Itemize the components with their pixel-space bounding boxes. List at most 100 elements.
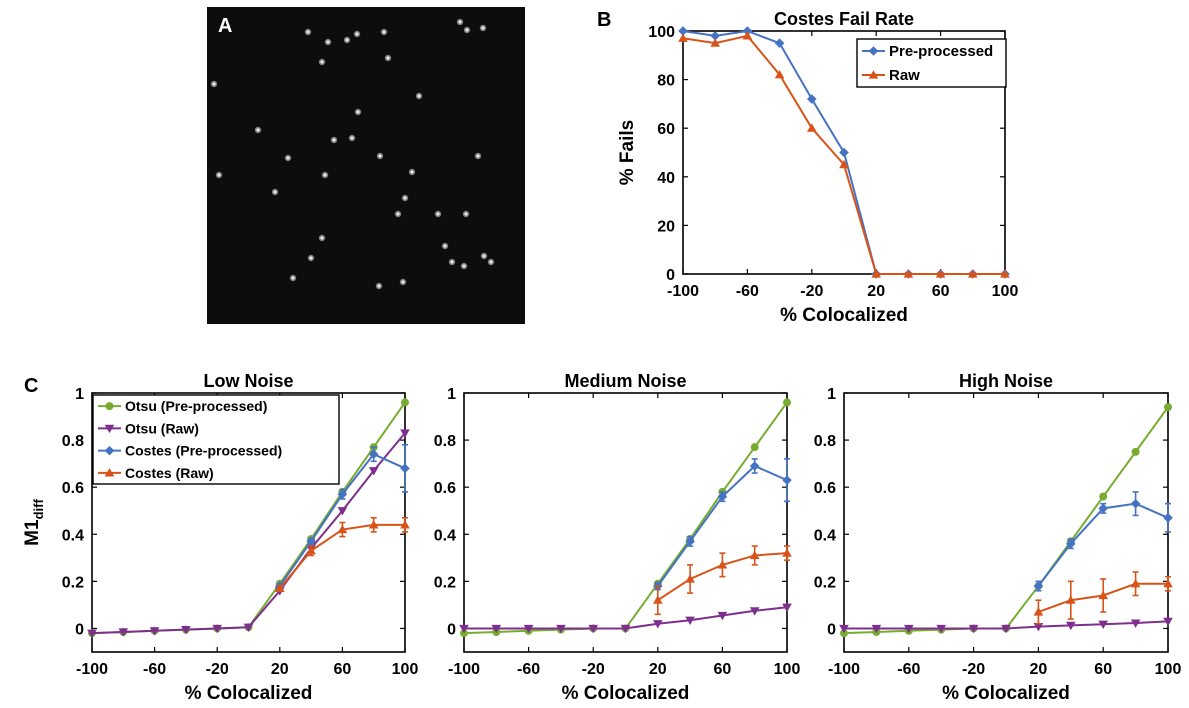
data-point bbox=[1098, 620, 1108, 630]
spot-core bbox=[464, 212, 468, 216]
spot-core bbox=[462, 264, 466, 268]
data-point bbox=[1130, 498, 1141, 509]
data-point bbox=[1098, 590, 1108, 600]
spot-core bbox=[403, 196, 407, 200]
data-point bbox=[717, 611, 728, 621]
spot-core bbox=[476, 154, 480, 158]
y-tick-label: 80 bbox=[657, 73, 675, 90]
data-point bbox=[1130, 578, 1141, 588]
data-point bbox=[1033, 622, 1044, 632]
spot-core bbox=[256, 128, 260, 132]
legend-label: Otsu (Raw) bbox=[125, 420, 199, 436]
panel-label-c: C bbox=[24, 375, 38, 397]
x-tick-label: 60 bbox=[714, 661, 732, 678]
spot-core bbox=[410, 170, 414, 174]
data-point bbox=[491, 624, 502, 634]
x-tick-label: 20 bbox=[867, 283, 885, 300]
data-point bbox=[871, 269, 881, 278]
data-point bbox=[782, 603, 792, 613]
y-tick-label: 0.4 bbox=[434, 527, 456, 544]
y-tick-label: 0.2 bbox=[814, 574, 836, 591]
chart-title: High Noise bbox=[959, 371, 1053, 391]
data-point bbox=[653, 620, 663, 629]
data-point bbox=[400, 463, 410, 474]
data-point bbox=[653, 595, 663, 604]
x-tick-label: 20 bbox=[271, 661, 289, 678]
series-2 bbox=[653, 458, 792, 591]
data-point bbox=[742, 26, 753, 36]
spot-core bbox=[345, 38, 349, 42]
x-tick-label: -100 bbox=[76, 661, 108, 678]
legend-marker bbox=[104, 445, 115, 456]
axes-box bbox=[843, 392, 1169, 653]
data-point bbox=[400, 429, 410, 438]
spot-layer bbox=[210, 18, 495, 290]
y-axis-label: M1diff bbox=[22, 499, 46, 546]
data-point bbox=[968, 269, 978, 278]
data-point bbox=[368, 449, 379, 460]
y-tick-label: 60 bbox=[657, 121, 675, 138]
legend-label: Pre-processed bbox=[889, 43, 993, 60]
data-point bbox=[1130, 619, 1141, 628]
data-point bbox=[742, 31, 753, 40]
data-point bbox=[968, 624, 979, 634]
data-point bbox=[782, 475, 792, 485]
data-point bbox=[807, 123, 817, 132]
legend: Pre-processed Raw bbox=[856, 38, 1007, 88]
spot-core bbox=[481, 26, 485, 30]
x-tick-label: -100 bbox=[828, 661, 860, 678]
legend-marker bbox=[104, 468, 115, 477]
data-point bbox=[710, 31, 720, 41]
y-tick-label: 0.2 bbox=[62, 574, 84, 591]
legend-marker bbox=[104, 424, 115, 434]
legend-box bbox=[856, 38, 1007, 88]
y-tick-label: 0.4 bbox=[62, 527, 84, 544]
y-tick-label: 0.8 bbox=[434, 433, 456, 450]
x-tick-label: -20 bbox=[962, 661, 985, 678]
data-point bbox=[774, 69, 785, 79]
data-point bbox=[1066, 538, 1076, 549]
data-point bbox=[710, 38, 720, 47]
data-point bbox=[685, 616, 695, 626]
spot-core bbox=[458, 20, 462, 24]
x-tick-label: -60 bbox=[143, 661, 166, 678]
data-point bbox=[839, 624, 849, 634]
y-tick-label: 0 bbox=[666, 267, 675, 284]
spot-core bbox=[320, 236, 324, 240]
x-tick-label: -60 bbox=[897, 661, 920, 678]
chart-3: -100 -60 -20 20 60 100 0 0.2 0.4 0.6 0.8 1 High Nois… bbox=[814, 371, 1182, 704]
spot-core bbox=[482, 254, 486, 258]
legend-marker bbox=[868, 70, 879, 79]
legend-label: Costes (Pre-processed) bbox=[125, 443, 282, 459]
x-axis-label: % Colocalized bbox=[562, 683, 690, 704]
y-tick-label: 20 bbox=[657, 218, 675, 235]
x-axis-label: % Colocalized bbox=[942, 683, 1070, 704]
spot-core bbox=[306, 30, 310, 34]
x-tick-label: 100 bbox=[774, 661, 801, 678]
data-point bbox=[935, 269, 946, 278]
data-point bbox=[749, 607, 760, 616]
spot-core bbox=[326, 40, 330, 44]
data-point bbox=[620, 624, 631, 634]
spot-core bbox=[356, 110, 360, 114]
x-axis-label: % Colocalized bbox=[780, 305, 908, 326]
chart-1: -100 -60 -20 20 60 100 0 0.2 0.4 0.6 0.8 1 Low Noise… bbox=[22, 371, 418, 704]
spot-core bbox=[417, 94, 421, 98]
microscopy-image bbox=[207, 7, 525, 324]
spot-core bbox=[217, 173, 221, 177]
series-0 bbox=[840, 403, 1172, 638]
data-point bbox=[685, 574, 695, 583]
y-tick-label: 0 bbox=[75, 621, 84, 638]
spot-core bbox=[377, 284, 381, 288]
data-point bbox=[750, 443, 759, 452]
spot-core bbox=[286, 156, 290, 160]
data-point bbox=[556, 624, 566, 634]
y-tick-label: 0 bbox=[447, 621, 456, 638]
y-tick-label: 0.6 bbox=[434, 480, 456, 497]
data-point bbox=[368, 467, 379, 476]
data-point bbox=[306, 536, 316, 547]
data-point bbox=[678, 26, 688, 36]
series-line bbox=[1037, 502, 1169, 587]
data-point bbox=[368, 520, 379, 529]
